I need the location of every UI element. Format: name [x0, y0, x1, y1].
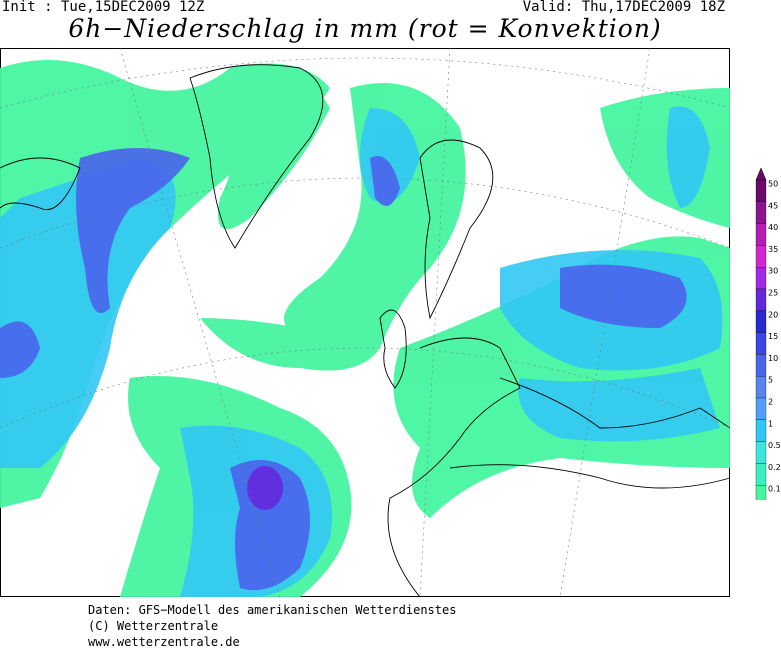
precip-heavy: [0, 148, 687, 591]
colorbar-swatch: [755, 310, 767, 333]
colorbar-label: 35: [768, 245, 778, 254]
colorbar-label: 2: [768, 398, 773, 407]
colorbar-swatch: [755, 201, 767, 224]
precip-intense: [247, 466, 283, 510]
precipitation-map: [0, 48, 731, 598]
colorbar-swatch: [755, 354, 767, 377]
colorbar-swatch: [755, 332, 767, 355]
colorbar-swatch: [755, 419, 767, 442]
colorbar-swatch: [755, 463, 767, 486]
colorbar-label: 5: [768, 376, 773, 385]
coastlines: [0, 64, 731, 598]
colorbar-swatch: [755, 397, 767, 420]
colorbar-label: 0.5: [768, 441, 781, 450]
colorbar-label: 45: [768, 201, 778, 210]
colorbar-swatch: [755, 179, 767, 202]
graticule: [0, 48, 731, 598]
footer-source: Daten: GFS−Modell des amerikanischen Wet…: [88, 603, 457, 617]
colorbar-swatch: [755, 376, 767, 399]
colorbar-label: 25: [768, 289, 778, 298]
footer-copyright: (C) Wetterzentrale: [88, 619, 219, 633]
colorbar: 50 45 40 35 30 25 20 15 10 5 2 1 0.5 0.2 0.1: [755, 167, 781, 500]
colorbar-swatch: [755, 441, 767, 464]
colorbar-swatch: [755, 245, 767, 268]
footer-url: www.wetterzentrale.de: [88, 635, 240, 648]
colorbar-label: 0.2: [768, 463, 781, 472]
colorbar-label: 15: [768, 332, 778, 341]
colorbar-swatch: [755, 485, 767, 500]
colorbar-label: 1: [768, 419, 773, 428]
colorbar-label: 40: [768, 223, 778, 232]
colorbar-swatch: [755, 223, 767, 246]
init-time: Init : Tue,15DEC2009 12Z: [2, 0, 205, 15]
colorbar-swatch: [755, 267, 767, 290]
colorbar-label: 20: [768, 310, 778, 319]
valid-time: Valid: Thu,17DEC2009 18Z: [522, 0, 725, 15]
colorbar-label: 50: [768, 180, 778, 189]
colorbar-swatch: [755, 288, 767, 311]
colorbar-label: 0.1: [768, 485, 781, 494]
map-title: 6h−Niederschlag in mm (rot = Konvektion): [68, 14, 662, 43]
colorbar-tip: [755, 167, 767, 181]
colorbar-label: 10: [768, 354, 778, 363]
colorbar-label: 30: [768, 267, 778, 276]
